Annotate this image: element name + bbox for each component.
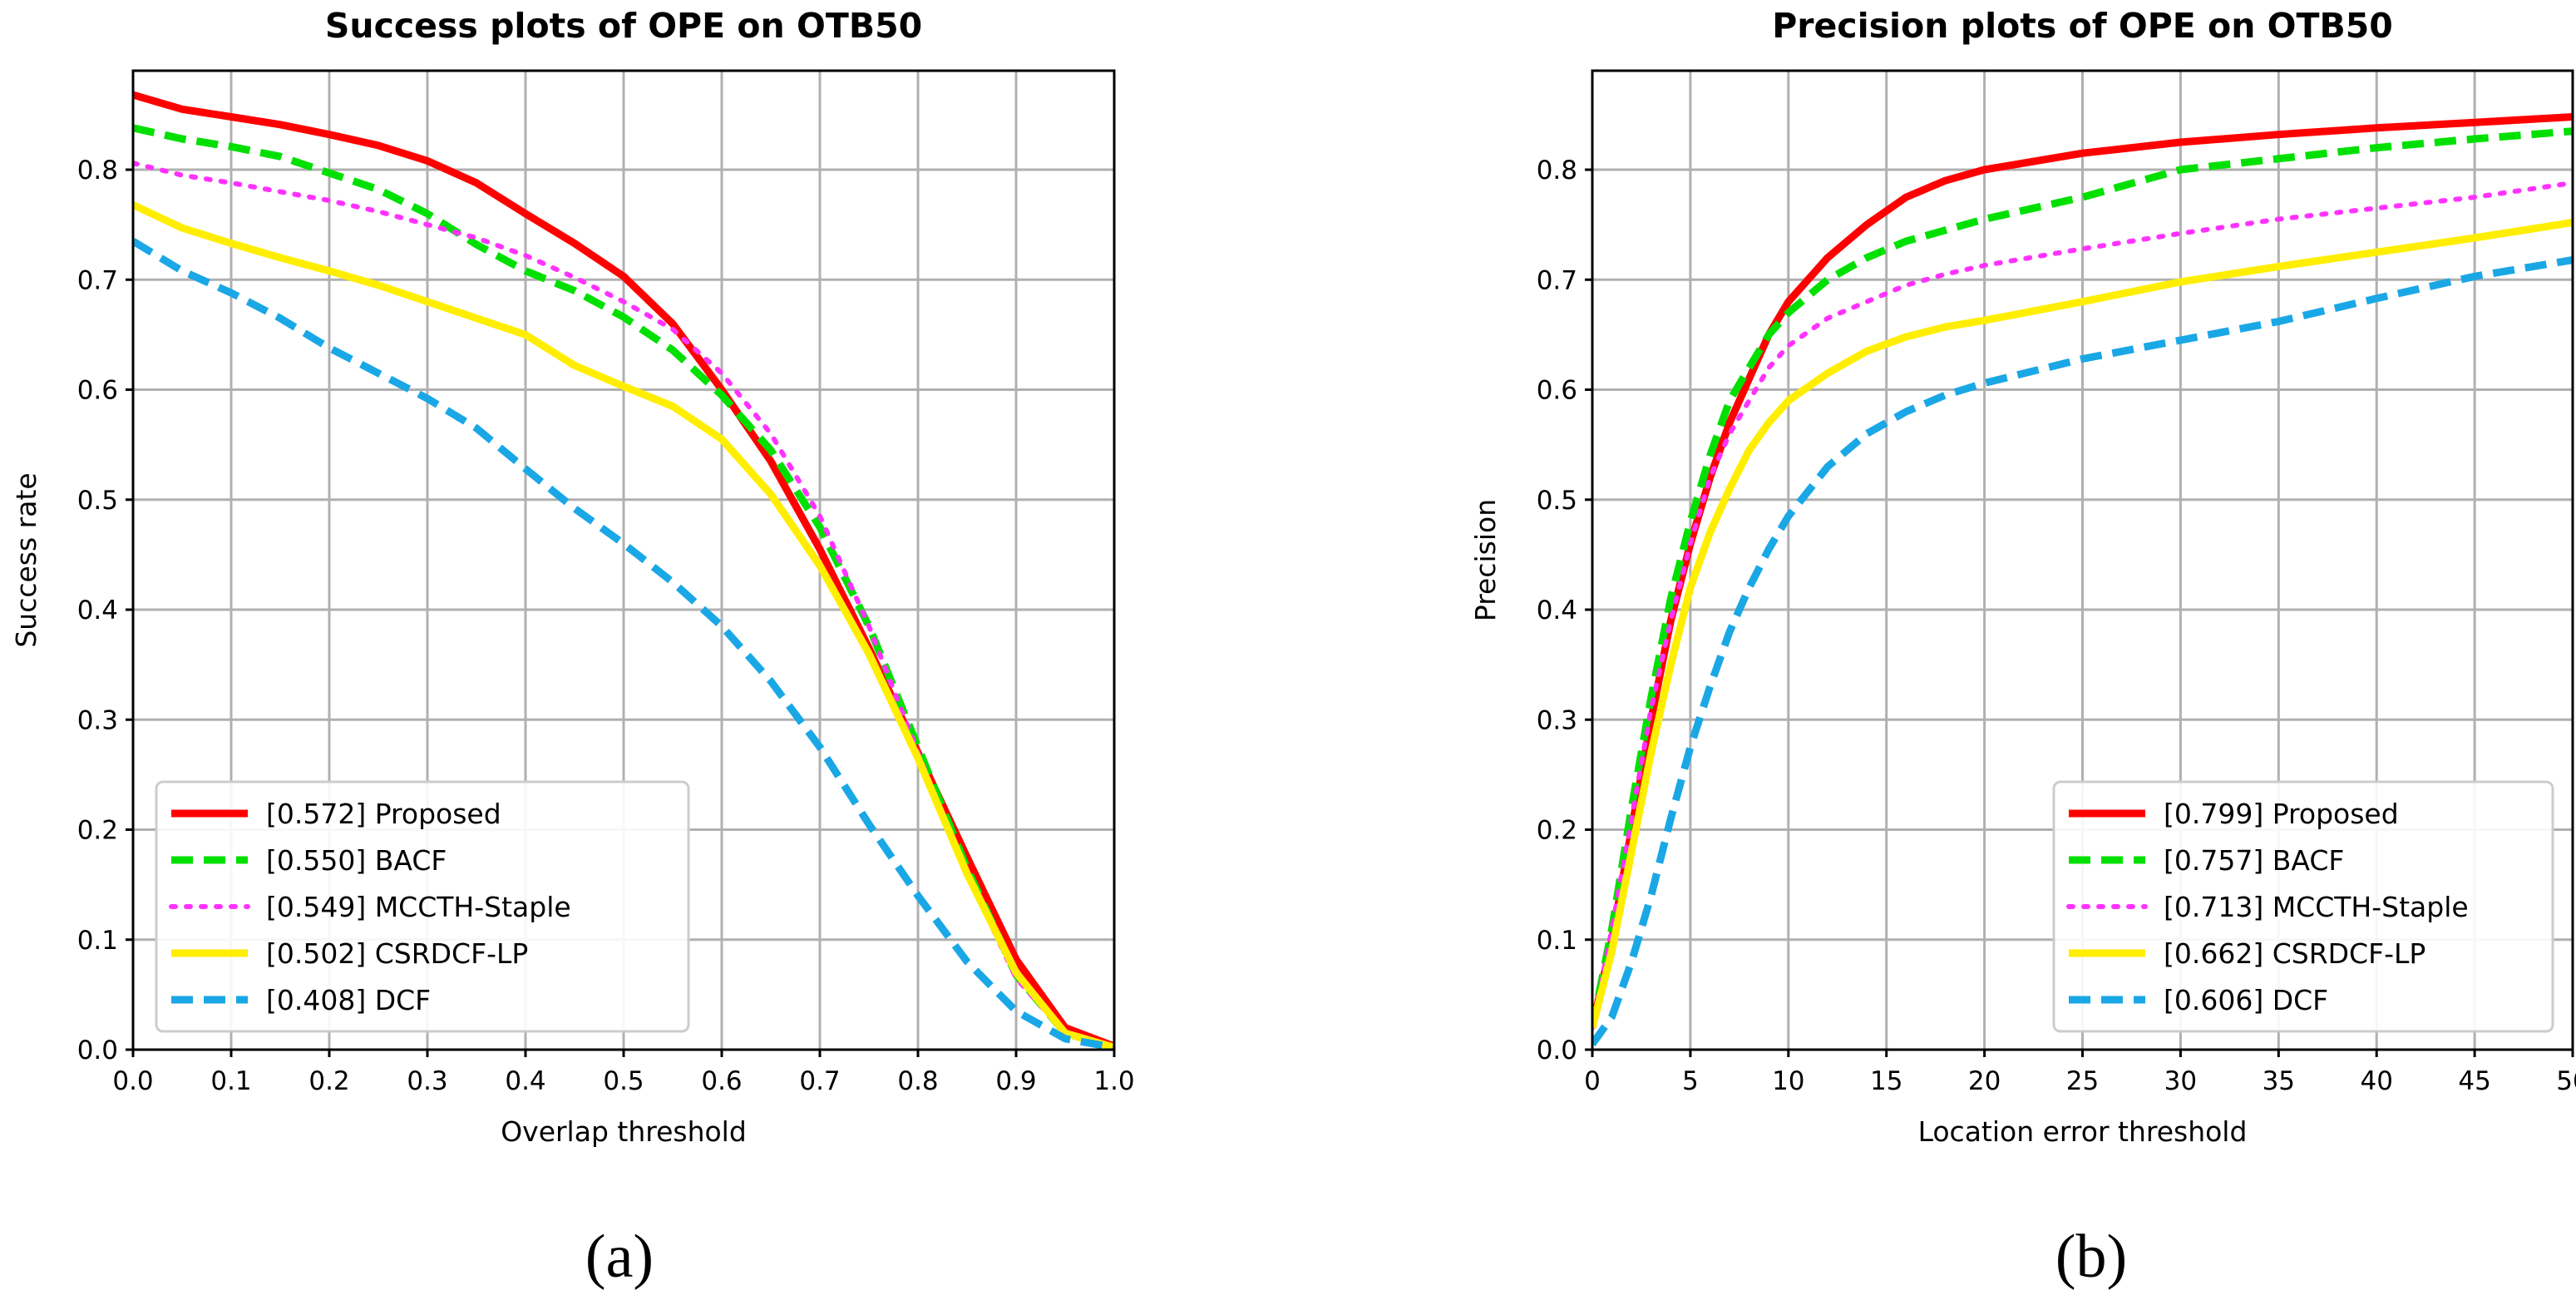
y-tick-label: 0.5 [1537,486,1577,516]
x-tick-label: 40 [2360,1066,2392,1096]
y-tick-label: 0.3 [1537,705,1577,735]
y-tick-label: 0.4 [77,596,118,625]
y-tick-label: 0.7 [77,265,118,295]
series-line-csrdcf-lp [133,201,1114,1050]
plot-frame [131,69,1116,1051]
panel-caption: (a) [585,1223,654,1291]
y-tick-label: 0.1 [77,926,118,956]
y-tick-label: 0.0 [77,1036,118,1065]
legend-entry-dcf: [0.606] DCF [2164,984,2328,1016]
series-line-dcf [1592,256,2573,1047]
y-tick-label: 0.6 [1537,376,1577,406]
y-tick-label: 0.4 [1537,596,1577,625]
x-tick-label: 0.2 [308,1066,349,1096]
x-tick-label: 0 [1584,1066,1601,1096]
y-tick-label: 0.3 [77,705,118,735]
legend: [0.572] Proposed [0.550] BACF [0.549] MCCT… [155,780,690,1033]
precision-plot-panel: 0 5 10 15 20 25 30 35 40 45 50 0.0 0.1 0.2 0.3 0.4 0.5 0.… [1469,6,2576,1291]
x-tick-label: 0.5 [603,1066,644,1096]
x-tick-label: 35 [2263,1066,2295,1096]
x-tick-label: 0.0 [112,1066,153,1096]
x-tick-label: 0.6 [701,1066,742,1096]
x-tick-label: 0.9 [995,1066,1036,1096]
series-lines [133,91,1114,1050]
x-tick-label: 25 [2066,1066,2099,1096]
x-tick-label: 0.3 [407,1066,447,1096]
x-tick-label: 10 [1772,1066,1804,1096]
legend-entry-proposed: [0.799] Proposed [2164,798,2399,830]
legend-entry-dcf: [0.408] DCF [266,984,431,1016]
y-axis-label: Precision [1469,499,1502,621]
y-tick-label: 0.0 [1537,1036,1577,1065]
panel-caption: (b) [2055,1223,2127,1291]
series-line-csrdcf-lp [1592,219,2573,1029]
legend: [0.799] Proposed [0.757] BACF [0.713] MCCT… [2052,780,2554,1033]
y-tick-label: 0.8 [77,156,118,185]
legend-box [2052,780,2554,1033]
chart-title: Success plots of OPE on OTB50 [325,6,922,46]
y-tick-label: 0.6 [77,376,118,406]
y-tick-label: 0.2 [77,816,118,846]
y-tick-label: 0.8 [1537,156,1577,185]
legend-box [155,780,690,1033]
legend-entry-proposed: [0.572] Proposed [266,798,501,830]
x-tick-label: 0.1 [210,1066,251,1096]
x-tick-label: 5 [1682,1066,1699,1096]
y-tick-label: 0.5 [77,486,118,516]
success-plot-panel: 0.0 0.1 0.2 0.3 0.4 0.5 0.6 0.7 0.8 0.9 1.0 0.0 0.1 0… [10,6,1135,1291]
x-tick-label: 0.7 [799,1066,840,1096]
plot-frame [1591,69,2574,1051]
y-tick-label: 0.7 [1537,265,1577,295]
legend-entry-csrdcf-lp: [0.502] CSRDCF-LP [266,937,528,970]
legend-entry-bacf: [0.550] BACF [266,844,447,877]
x-tick-label: 1.0 [1093,1066,1134,1096]
legend-entry-csrdcf-lp: [0.662] CSRDCF-LP [2164,937,2425,970]
y-tick-label: 0.1 [1537,926,1577,956]
x-tick-label: 0.4 [505,1066,545,1096]
series-line-bacf [1592,127,2573,1029]
x-tick-label: 50 [2556,1066,2576,1096]
x-tick-label: 20 [1968,1066,2001,1096]
legend-entry-bacf: [0.757] BACF [2164,844,2344,877]
y-axis-label: Success rate [10,472,42,647]
x-axis-label: Overlap threshold [501,1115,747,1148]
legend-entry-mccth-staple: [0.713] MCCTH-Staple [2164,891,2469,923]
x-tick-label: 45 [2458,1066,2490,1096]
x-tick-label: 0.8 [897,1066,938,1096]
x-tick-label: 30 [2164,1066,2197,1096]
series-lines [1592,113,2573,1047]
y-tick-label: 0.2 [1537,816,1577,846]
legend-entry-mccth-staple: [0.549] MCCTH-Staple [266,891,571,923]
chart-title: Precision plots of OPE on OTB50 [1772,6,2393,46]
x-tick-label: 15 [1870,1066,1902,1096]
x-axis-label: Location error threshold [1918,1115,2248,1148]
